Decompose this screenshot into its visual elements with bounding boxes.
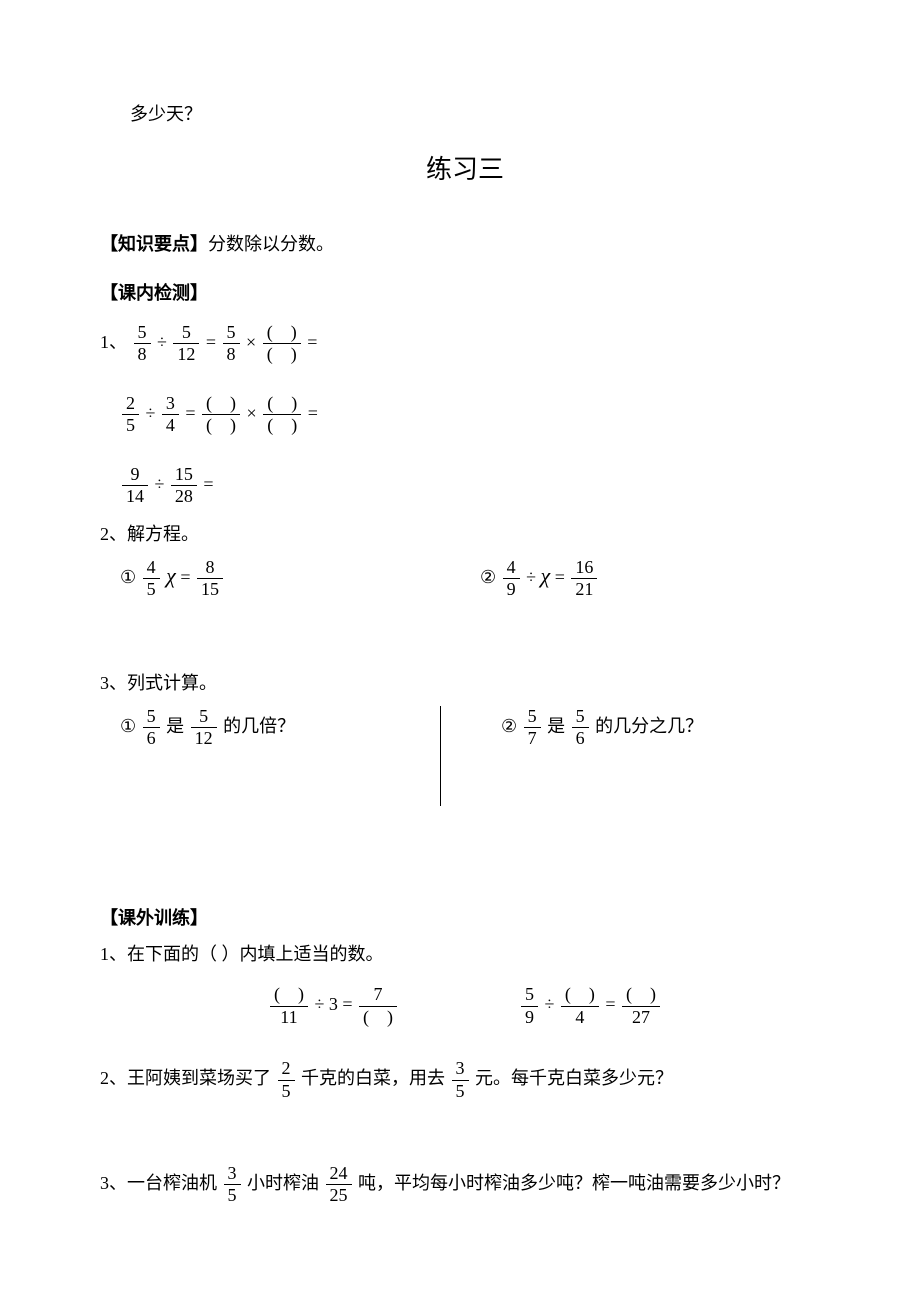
out-q1-eq1: ( )11 ÷ 3 = 7( ) (268, 984, 399, 1028)
tail: 元。每千克白菜多少元？ (475, 1069, 673, 1089)
frac: 815 (197, 557, 223, 601)
q3: 3、列式计算。 (100, 669, 830, 698)
frac: 25 (278, 1058, 295, 1102)
q3-num: 3、 (100, 673, 127, 693)
frac-blank: ( )11 (270, 984, 308, 1028)
frac: 25 (122, 393, 139, 437)
q1: 1、 58 ÷ 512 = 58 × ( )( ) = 25 ÷ 34 = ( … (100, 320, 830, 508)
q3-eq1: ① 56 是 512 的几倍？ (120, 706, 441, 806)
frac: 1621 (571, 557, 597, 601)
frac: 914 (122, 464, 148, 508)
q1-eq3: 914 ÷ 1528 = (120, 462, 830, 508)
q2: 2、解方程。 (100, 520, 830, 549)
marker: ② (480, 567, 496, 587)
tail: 的几分之几？ (595, 716, 703, 736)
op: ÷ (314, 994, 324, 1014)
out-q1-eq2: 59 ÷ ( )4 = ( )27 (519, 984, 662, 1028)
page-title: 练习三 (100, 149, 830, 191)
outclass-label: 【课外训练】 (100, 908, 208, 928)
out-q3: 3、一台榨油机 35 小时榨油 2425 吨，平均每小时榨油多少吨？榨一吨油需要… (100, 1163, 830, 1207)
inclass-label: 【课内检测】 (100, 283, 208, 303)
frac: 512 (191, 706, 217, 750)
out-q1-text: 在下面的（ ）内填上适当的数。 (127, 944, 384, 964)
marker: ① (120, 716, 136, 736)
q2-eq2: ② 49 ÷ χ = 1621 (480, 557, 599, 601)
frac: 49 (503, 557, 520, 601)
frac: 56 (572, 706, 589, 750)
knowledge-text: 分数除以分数。 (208, 234, 334, 254)
var: χ (541, 563, 551, 588)
mid: 是 (547, 716, 565, 736)
marker: ① (120, 567, 136, 587)
frac: 35 (224, 1163, 241, 1207)
marker: ② (501, 716, 517, 736)
frac: 1528 (171, 464, 197, 508)
frac: 57 (524, 706, 541, 750)
out-q1: 1、在下面的（ ）内填上适当的数。 (100, 940, 830, 969)
frac: 56 (143, 706, 160, 750)
frac: 59 (521, 984, 538, 1028)
out-q3-num: 3、 (100, 1173, 127, 1193)
inclass-header: 【课内检测】 (100, 279, 830, 308)
frac: 2425 (326, 1163, 352, 1207)
tail: 的几倍？ (223, 716, 295, 736)
top-fragment-text: 多少天？ (130, 104, 202, 124)
out-q1-num: 1、 (100, 944, 127, 964)
q1-num: 1、 (100, 332, 127, 352)
frac: 45 (143, 557, 160, 601)
frac: 58 (134, 322, 151, 366)
b: 3 (329, 994, 338, 1014)
out-q1-equations: ( )11 ÷ 3 = 7( ) 59 ÷ ( )4 = ( )27 (100, 984, 830, 1028)
q3-equations: ① 56 是 512 的几倍？ ② 57 是 56 的几分之几？ (120, 706, 830, 806)
out-q2: 2、王阿姨到菜场买了 25 千克的白菜，用去 35 元。每千克白菜多少元？ (100, 1058, 830, 1102)
q2-text: 解方程。 (127, 524, 199, 544)
frac: 512 (173, 322, 199, 366)
frac: 58 (223, 322, 240, 366)
op: ÷ (545, 994, 555, 1014)
q3-eq2: ② 57 是 56 的几分之几？ (441, 706, 703, 750)
knowledge-section: 【知识要点】分数除以分数。 (100, 230, 830, 259)
tail: 吨，平均每小时榨油多少吨？榨一吨油需要多少小时？ (358, 1173, 790, 1193)
mid: 小时榨油 (247, 1173, 319, 1193)
q2-num: 2、 (100, 524, 127, 544)
q2-eq1: ① 45 χ = 815 (120, 557, 480, 601)
pre: 王阿姨到菜场买了 (127, 1069, 271, 1089)
pre: 一台榨油机 (127, 1173, 217, 1193)
out-q2-num: 2、 (100, 1069, 127, 1089)
q1-eq2: 25 ÷ 34 = ( )( ) × ( )( ) = (120, 391, 830, 437)
q2-equations: ① 45 χ = 815 ② 49 ÷ χ = 1621 (120, 557, 830, 601)
frac-blank: 7( ) (359, 984, 397, 1028)
frac: 34 (162, 393, 179, 437)
frac-blank: ( )4 (561, 984, 599, 1028)
var: χ (166, 563, 176, 588)
title-text: 练习三 (426, 155, 504, 184)
top-fragment: 多少天？ (130, 100, 830, 129)
frac-blank: ( )( ) (202, 393, 240, 437)
frac-blank: ( )( ) (263, 322, 301, 366)
frac: 35 (452, 1058, 469, 1102)
q3-text: 列式计算。 (127, 673, 217, 693)
frac-blank: ( )27 (622, 984, 660, 1028)
mid: 千克的白菜，用去 (301, 1069, 445, 1089)
frac-blank: ( )( ) (263, 393, 301, 437)
knowledge-label: 【知识要点】 (100, 234, 208, 254)
outclass-header: 【课外训练】 (100, 904, 830, 933)
mid: 是 (166, 716, 184, 736)
q1-eq1: 1、 58 ÷ 512 = 58 × ( )( ) = (100, 320, 830, 366)
